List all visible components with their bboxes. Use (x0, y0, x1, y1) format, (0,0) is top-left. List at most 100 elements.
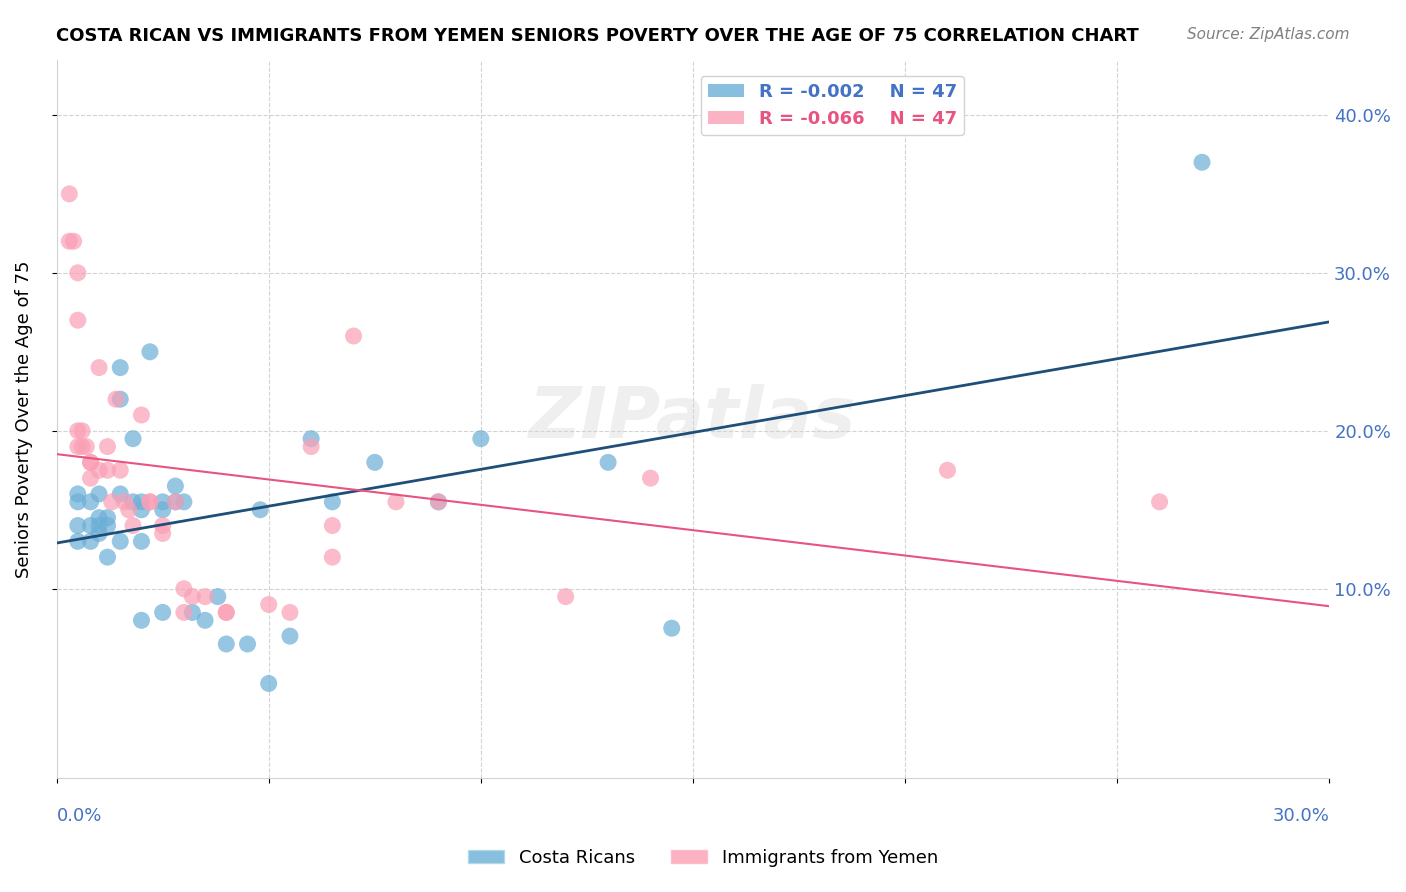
Point (87, 510, 110, 524)
Point (278, 606, 301, 620)
Point (66, 518, 89, 533)
Legend: Costa Ricans, Immigrants from Yemen: Costa Ricans, Immigrants from Yemen (461, 842, 945, 874)
Point (215, 637, 238, 651)
Point (165, 479, 187, 493)
Point (181, 590, 204, 604)
Point (75, 440, 97, 454)
Point (110, 463, 132, 477)
Point (96, 463, 118, 477)
Point (131, 613, 153, 627)
Point (427, 495, 450, 509)
Point (122, 518, 145, 533)
Point (640, 471, 662, 485)
Text: ZIPatlas: ZIPatlas (529, 384, 856, 453)
Point (96, 440, 118, 454)
Point (1191, 155, 1213, 169)
Point (131, 534, 153, 549)
Point (299, 432, 322, 446)
Point (131, 408, 153, 422)
Point (110, 360, 132, 375)
Point (165, 495, 187, 509)
Point (122, 432, 145, 446)
Point (79, 455, 101, 469)
Point (79, 455, 101, 469)
Point (79, 495, 101, 509)
Point (131, 495, 153, 509)
Point (321, 518, 343, 533)
Point (87, 463, 110, 477)
Point (122, 495, 145, 509)
Point (131, 502, 153, 516)
Point (385, 495, 408, 509)
Point (110, 534, 132, 549)
Point (66, 440, 89, 454)
Point (66, 487, 89, 501)
Point (96, 510, 118, 524)
Point (152, 518, 174, 533)
Point (470, 432, 492, 446)
Point (152, 606, 174, 620)
Text: Source: ZipAtlas.com: Source: ZipAtlas.com (1187, 27, 1350, 42)
Point (66, 313, 89, 327)
Point (342, 329, 364, 343)
Point (249, 502, 271, 516)
Point (936, 463, 959, 477)
Point (173, 582, 195, 596)
Point (110, 392, 132, 407)
Point (118, 502, 141, 516)
Point (87, 526, 110, 541)
Point (96, 550, 118, 565)
Point (139, 495, 162, 509)
Point (152, 495, 174, 509)
Point (66, 534, 89, 549)
Point (58, 186, 80, 201)
Point (152, 526, 174, 541)
Text: 30.0%: 30.0% (1272, 807, 1329, 825)
Point (364, 455, 387, 469)
Point (299, 440, 322, 454)
Point (207, 590, 229, 604)
Point (215, 606, 238, 620)
Point (257, 676, 280, 690)
Point (554, 590, 576, 604)
Point (110, 487, 132, 501)
Point (100, 495, 122, 509)
Point (87, 518, 110, 533)
Point (194, 590, 217, 604)
Point (62, 234, 84, 248)
Point (236, 637, 259, 651)
Point (321, 495, 343, 509)
Point (1149, 495, 1171, 509)
Y-axis label: Seniors Poverty Over the Age of 75: Seniors Poverty Over the Age of 75 (15, 260, 32, 578)
Point (152, 502, 174, 516)
Point (427, 495, 450, 509)
Point (173, 495, 195, 509)
Point (114, 495, 136, 509)
Text: COSTA RICAN VS IMMIGRANTS FROM YEMEN SENIORS POVERTY OVER THE AGE OF 75 CORRELAT: COSTA RICAN VS IMMIGRANTS FROM YEMEN SEN… (56, 27, 1139, 45)
Point (66, 495, 89, 509)
Text: 0.0%: 0.0% (56, 807, 103, 825)
Point (257, 598, 280, 612)
Point (87, 487, 110, 501)
Point (70, 440, 93, 454)
Legend: R = -0.002    N = 47, R = -0.066    N = 47: R = -0.002 N = 47, R = -0.066 N = 47 (700, 76, 965, 136)
Point (181, 606, 204, 620)
Point (66, 424, 89, 438)
Point (87, 360, 110, 375)
Point (105, 392, 128, 407)
Point (58, 234, 80, 248)
Point (70, 424, 93, 438)
Point (215, 606, 238, 620)
Point (79, 534, 101, 549)
Point (596, 455, 619, 469)
Point (79, 518, 101, 533)
Point (173, 606, 195, 620)
Point (278, 629, 301, 643)
Point (321, 550, 343, 565)
Point (165, 495, 187, 509)
Point (661, 621, 683, 635)
Point (96, 518, 118, 533)
Point (66, 266, 89, 280)
Point (139, 344, 162, 359)
Point (194, 613, 217, 627)
